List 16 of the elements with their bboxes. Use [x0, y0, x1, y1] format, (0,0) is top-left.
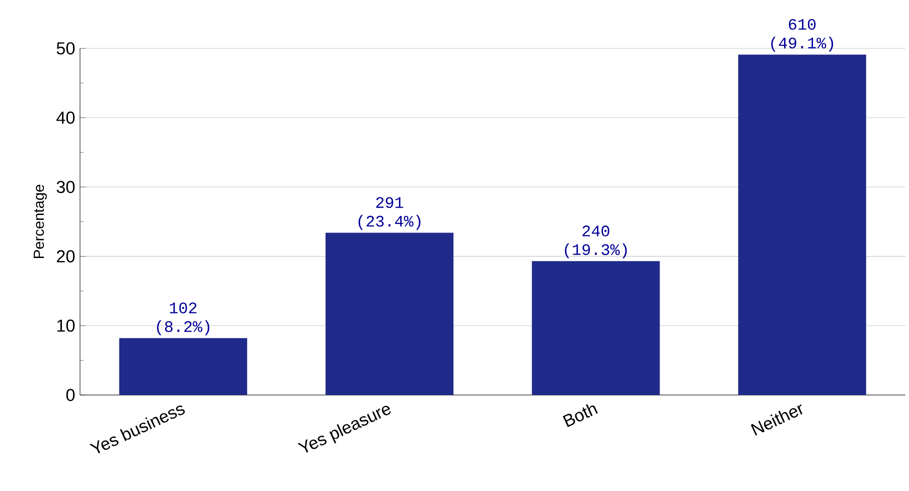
data-label: 240 (19.3%): [564, 226, 627, 258]
data-label: 102 (8.2%): [157, 302, 210, 336]
x-tick-label: Both: [562, 404, 598, 428]
y-axis-title: Percentage: [34, 184, 47, 258]
bar: [326, 232, 454, 395]
bar: [738, 54, 866, 395]
y-tick-label: 0: [66, 388, 75, 402]
y-tick-label: 40: [56, 112, 75, 124]
data-label: 291 (23.4%): [358, 197, 420, 230]
bar: [532, 261, 660, 395]
bar: [119, 338, 248, 395]
y-tick-label: 20: [56, 250, 75, 262]
y-tick-label: 10: [57, 320, 75, 332]
y-tick-label: 30: [56, 180, 75, 194]
y-tick-label: 50: [56, 42, 75, 54]
data-label: 610 (49.1%): [771, 18, 834, 52]
